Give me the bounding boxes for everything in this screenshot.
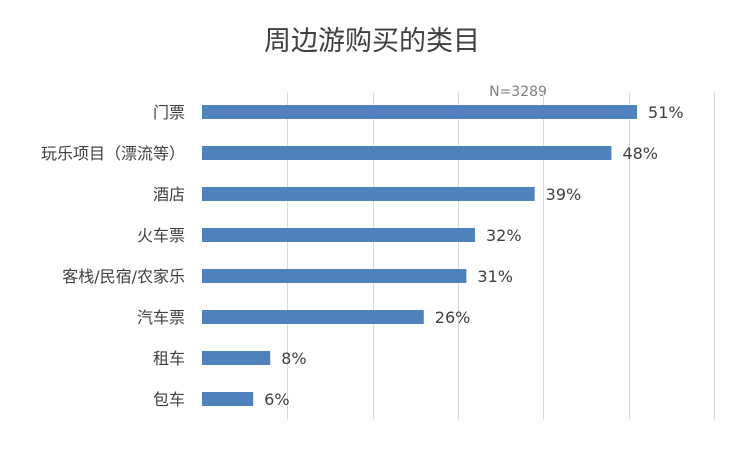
value-labels: 51% 48% 39% 32% 31% 26% 8% 6% — [264, 103, 683, 409]
category-label-5: 汽车票 — [137, 308, 185, 327]
bar-7 — [202, 392, 254, 406]
value-label-2: 39% — [546, 185, 582, 204]
category-label-2: 酒店 — [153, 185, 185, 204]
bar-3 — [202, 228, 475, 242]
value-label-0: 51% — [648, 103, 684, 122]
bar-1 — [202, 146, 612, 160]
bar-2 — [202, 187, 535, 201]
chart-title: 周边游购买的类目 — [264, 26, 480, 57]
bar-4 — [202, 269, 467, 283]
category-label-6: 租车 — [153, 349, 185, 368]
value-label-3: 32% — [486, 226, 522, 245]
bars — [202, 105, 638, 406]
gridlines — [287, 92, 715, 420]
sample-size-note: N=3289 — [489, 84, 547, 100]
value-label-6: 8% — [281, 349, 306, 368]
category-label-1: 玩乐项目（漂流等） — [41, 144, 185, 163]
value-label-5: 26% — [435, 308, 471, 327]
value-label-4: 31% — [477, 267, 513, 286]
value-label-1: 48% — [622, 144, 658, 163]
category-label-7: 包车 — [153, 390, 185, 409]
category-label-3: 火车票 — [137, 226, 185, 245]
category-label-4: 客栈/民宿/农家乐 — [62, 267, 185, 286]
value-label-7: 6% — [264, 390, 289, 409]
bar-0 — [202, 105, 638, 119]
bar-5 — [202, 310, 424, 324]
bar-6 — [202, 351, 271, 365]
category-label-0: 门票 — [153, 103, 185, 122]
